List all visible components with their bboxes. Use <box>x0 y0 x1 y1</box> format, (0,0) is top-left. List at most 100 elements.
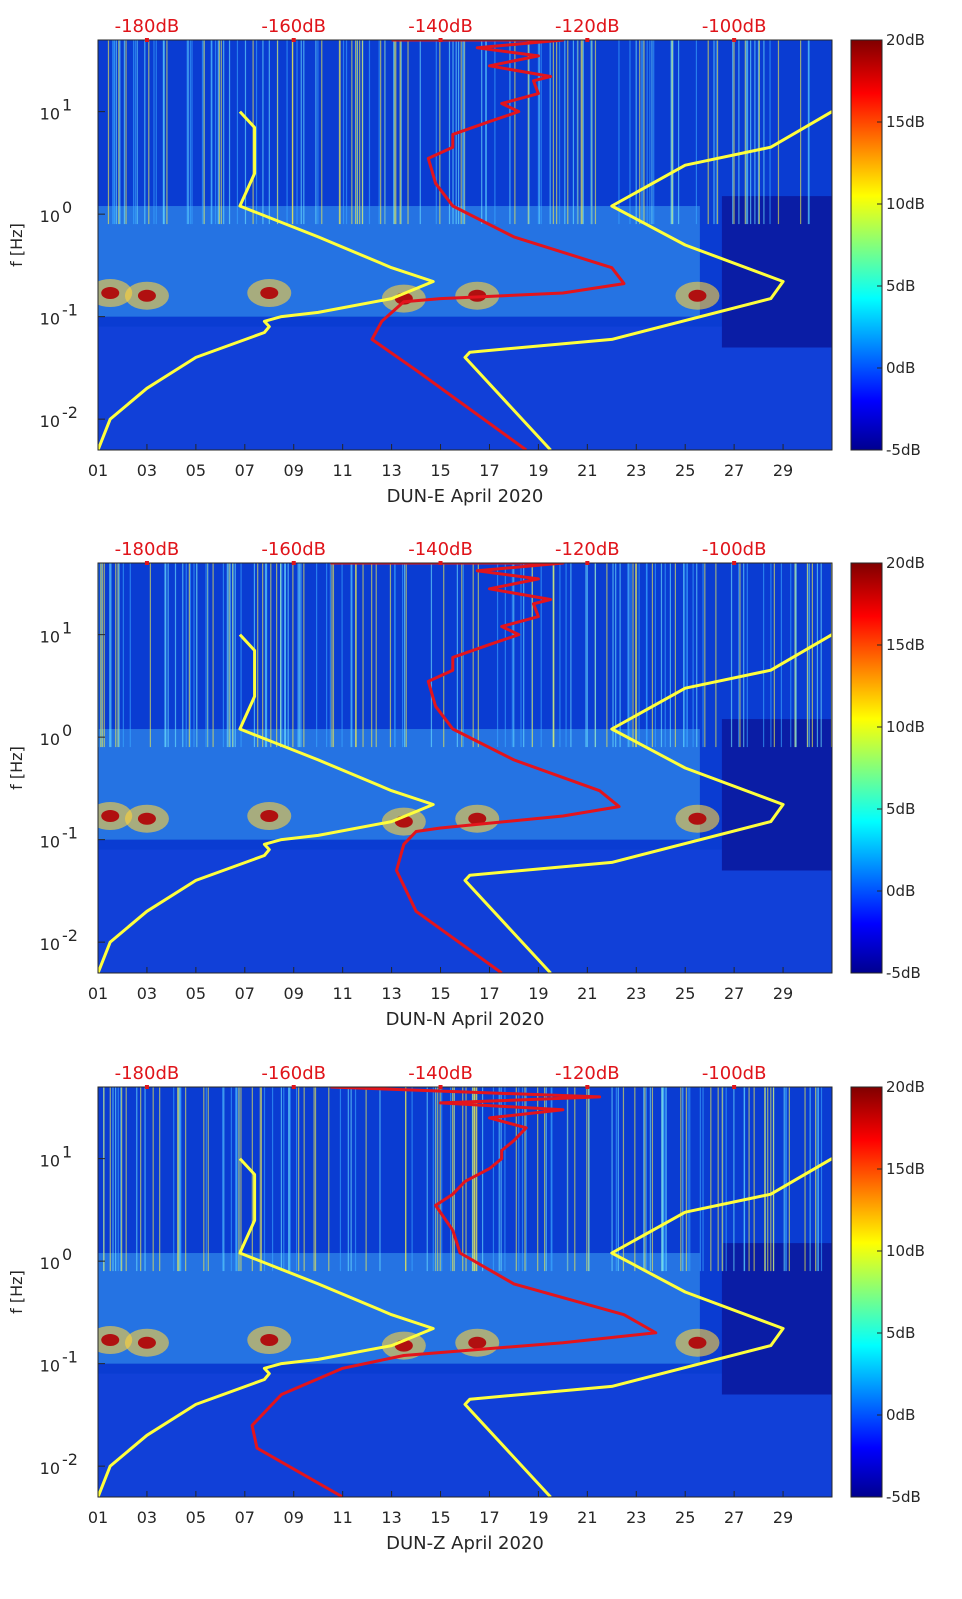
colorbar-tick-label: 5dB <box>886 277 915 295</box>
transient-streak <box>743 563 745 748</box>
transient-streak <box>453 1087 455 1272</box>
x-tick-label: 25 <box>675 461 695 480</box>
transient-streak <box>654 563 656 748</box>
transient-streak <box>500 1087 502 1272</box>
y-tick-exponent: 0 <box>62 1245 72 1264</box>
top-axis-tick-label: -140dB <box>408 16 473 37</box>
transient-streak <box>451 1087 454 1272</box>
top-axis-tick <box>291 38 296 42</box>
transient-streak <box>524 1087 526 1272</box>
transient-streak <box>463 40 466 225</box>
transient-streak <box>485 40 487 225</box>
transient-streak <box>716 40 719 225</box>
transient-streak <box>265 563 268 748</box>
x-tick-label: 25 <box>675 984 695 1003</box>
plot-frame <box>97 39 833 451</box>
transient-streak <box>350 563 352 748</box>
transient-streak <box>166 40 168 225</box>
colorbar-tick-label: -5dB <box>886 964 921 982</box>
transient-streak <box>223 40 225 225</box>
transient-streak <box>189 563 191 748</box>
transient-streak <box>476 1087 478 1272</box>
transient-streak <box>342 40 345 225</box>
transient-streak <box>585 563 587 748</box>
y-tick-exponent: 1 <box>62 1143 72 1162</box>
storm-core <box>101 287 120 300</box>
transient-streak <box>576 40 578 225</box>
transient-streak <box>664 1087 666 1272</box>
transient-streak <box>549 40 551 225</box>
y-tick-exponent: -1 <box>62 301 78 320</box>
transient-streak <box>180 1087 182 1272</box>
transient-streak <box>186 40 188 225</box>
colorbar <box>850 562 883 974</box>
transient-streak <box>300 40 302 225</box>
transient-streak <box>140 1087 142 1272</box>
transient-streak <box>120 1087 122 1272</box>
transient-streak <box>629 40 631 225</box>
storm-core <box>468 1336 487 1349</box>
transient-streak <box>662 1087 664 1272</box>
transient-streak <box>240 1087 242 1272</box>
transient-streak <box>368 40 371 225</box>
transient-streak <box>618 40 620 225</box>
transient-streak <box>551 1087 553 1272</box>
transient-streak <box>317 40 319 225</box>
transient-streak <box>586 1087 588 1272</box>
colorbar-tick-label: 20dB <box>886 554 925 572</box>
transient-streak <box>354 1087 357 1272</box>
transient-streak <box>203 40 205 225</box>
transient-streak <box>244 40 247 225</box>
top-axis-tick <box>585 1085 590 1089</box>
transient-streak <box>558 40 561 225</box>
top-axis-tick <box>438 38 443 42</box>
x-tick-label: 07 <box>235 984 255 1003</box>
y-tick-label: 10 <box>40 1254 60 1273</box>
x-tick-label: 29 <box>773 461 793 480</box>
plot-frame <box>97 562 833 974</box>
x-tick-label: 05 <box>186 1508 206 1527</box>
transient-streak <box>674 563 677 748</box>
transient-streak <box>263 1087 266 1272</box>
top-axis-tick <box>732 38 737 42</box>
noise-model-low-line <box>98 1157 435 1497</box>
x-tick-label: 21 <box>577 984 597 1003</box>
transient-streak <box>207 1087 209 1272</box>
transient-streak <box>606 563 608 748</box>
transient-streak <box>407 40 409 225</box>
y-tick-label: 10 <box>40 628 60 647</box>
transient-streak <box>182 563 184 748</box>
x-tick-label: 05 <box>186 984 206 1003</box>
transient-streak <box>520 563 522 748</box>
transient-streak <box>359 40 361 225</box>
transient-streak <box>746 40 749 225</box>
colorbar-tick-label: 5dB <box>886 800 915 818</box>
top-axis-tick <box>585 561 590 565</box>
transient-streak <box>303 563 305 748</box>
transient-streak <box>612 563 614 748</box>
transient-streak <box>100 563 102 748</box>
transient-streak <box>426 1087 428 1272</box>
transient-streak <box>223 1087 225 1272</box>
transient-streak <box>540 563 542 748</box>
transient-streak <box>152 1087 154 1272</box>
transient-streak <box>222 1087 224 1272</box>
transient-streak <box>777 40 780 225</box>
x-tick-label: 17 <box>479 984 499 1003</box>
transient-streak <box>739 563 741 748</box>
transient-streak <box>643 1087 645 1272</box>
transient-streak <box>315 40 317 225</box>
transient-streak <box>521 1087 524 1272</box>
transient-streak <box>817 1087 819 1272</box>
noise-model-low-line <box>98 110 435 450</box>
colorbar-tick-label: 20dB <box>886 1078 925 1096</box>
transient-streak <box>615 1087 617 1272</box>
transient-streak <box>809 1087 811 1272</box>
transient-streak <box>770 1087 772 1272</box>
x-tick-label: 19 <box>528 1508 548 1527</box>
transient-streak <box>289 1087 291 1272</box>
transient-streak <box>611 1087 613 1272</box>
transient-streak <box>165 563 167 748</box>
y-tick-label: 10 <box>40 105 60 124</box>
